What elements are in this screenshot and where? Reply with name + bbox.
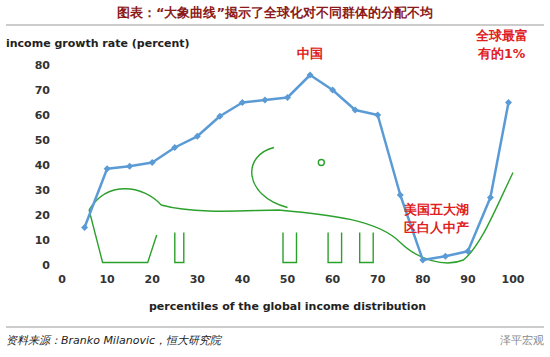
x-tick-label: 50 xyxy=(280,273,296,286)
line xyxy=(85,75,509,260)
x-tick-label: 90 xyxy=(460,273,476,286)
x-tick xyxy=(422,269,423,270)
y-tick-label: 0 xyxy=(42,259,50,272)
y-tick xyxy=(56,215,58,216)
marker xyxy=(487,194,494,201)
x-tick xyxy=(62,269,63,270)
marker xyxy=(194,133,201,140)
marker xyxy=(239,99,246,106)
elephant-leg xyxy=(283,233,297,263)
y-tick xyxy=(56,115,58,116)
series xyxy=(81,72,512,264)
x-tick xyxy=(513,269,514,270)
y-tick-label: 80 xyxy=(35,59,51,72)
x-tick xyxy=(467,269,468,270)
elephant-body xyxy=(89,173,513,263)
x-tick-label: 30 xyxy=(190,273,206,286)
source: 资料来源：Branko Milanovic，恒大研究院 xyxy=(6,334,223,347)
y-tick-label: 50 xyxy=(35,134,51,147)
marker xyxy=(216,113,223,120)
annotation: 美国五大湖 xyxy=(403,202,469,217)
y-tick xyxy=(56,140,58,141)
marker xyxy=(171,144,178,151)
y-tick xyxy=(56,165,58,166)
y-tick-label: 30 xyxy=(35,184,51,197)
y-tick-label: 40 xyxy=(35,159,51,172)
x-tick xyxy=(377,269,378,270)
x-tick-label: 10 xyxy=(99,273,115,286)
elephant-doodle xyxy=(89,148,513,263)
elephant-eye xyxy=(318,160,324,166)
x-tick-label: 60 xyxy=(325,273,341,286)
annotation: 有的1% xyxy=(477,46,526,61)
marker xyxy=(505,99,512,106)
y-tick xyxy=(56,65,58,66)
annotation: 区白人中产 xyxy=(404,220,469,235)
chart: 图表：“大象曲线”揭示了全球化对不同群体的分配不均 income growth r… xyxy=(0,0,550,357)
marker xyxy=(419,257,426,264)
elephant-leg xyxy=(89,210,157,263)
elephant-ear xyxy=(252,148,288,208)
elephant-leg xyxy=(175,233,184,263)
y-tick-label: 70 xyxy=(35,84,51,97)
marker xyxy=(149,159,156,166)
x-tick xyxy=(332,269,333,270)
x-tick-label: 20 xyxy=(145,273,161,286)
y-tick xyxy=(56,190,58,191)
title: 图表：“大象曲线”揭示了全球化对不同群体的分配不均 xyxy=(117,5,433,20)
y-tick xyxy=(56,90,58,91)
annotation: 中国 xyxy=(297,46,323,61)
x-tick-label: 100 xyxy=(502,273,525,286)
x-tick-label: 0 xyxy=(58,273,66,286)
marker xyxy=(397,192,404,199)
footer-rule xyxy=(6,327,544,328)
y-tick-label: 10 xyxy=(35,234,51,247)
x-tick xyxy=(107,269,108,270)
marker xyxy=(352,107,359,114)
marker xyxy=(126,163,133,170)
marker xyxy=(464,248,471,255)
elephant-leg xyxy=(328,233,342,263)
marker xyxy=(81,224,88,231)
x-tick-label: 40 xyxy=(235,273,251,286)
elephant-leg xyxy=(360,233,374,263)
x-tick xyxy=(152,269,153,270)
marker xyxy=(329,87,336,94)
annotation: 全球最富 xyxy=(475,28,528,43)
marker xyxy=(104,165,111,172)
x-tick-label: 80 xyxy=(415,273,431,286)
x-tick xyxy=(197,269,198,270)
title-rule xyxy=(6,25,544,26)
marker xyxy=(284,94,291,101)
x-tick xyxy=(242,269,243,270)
marker xyxy=(442,253,449,260)
y-tick-label: 20 xyxy=(35,209,51,222)
marker xyxy=(307,72,314,79)
watermark: 泽平宏观 xyxy=(500,334,544,347)
y-tick-label: 60 xyxy=(35,109,51,122)
x-tick-label: 70 xyxy=(370,273,386,286)
y-axis-title: income growth rate (percent) xyxy=(6,37,190,50)
x-axis-title: percentiles of the global income distrib… xyxy=(149,300,426,313)
y-tick xyxy=(56,265,58,266)
marker xyxy=(374,112,381,119)
y-tick xyxy=(56,240,58,241)
x-tick xyxy=(287,269,288,270)
marker xyxy=(261,97,268,104)
